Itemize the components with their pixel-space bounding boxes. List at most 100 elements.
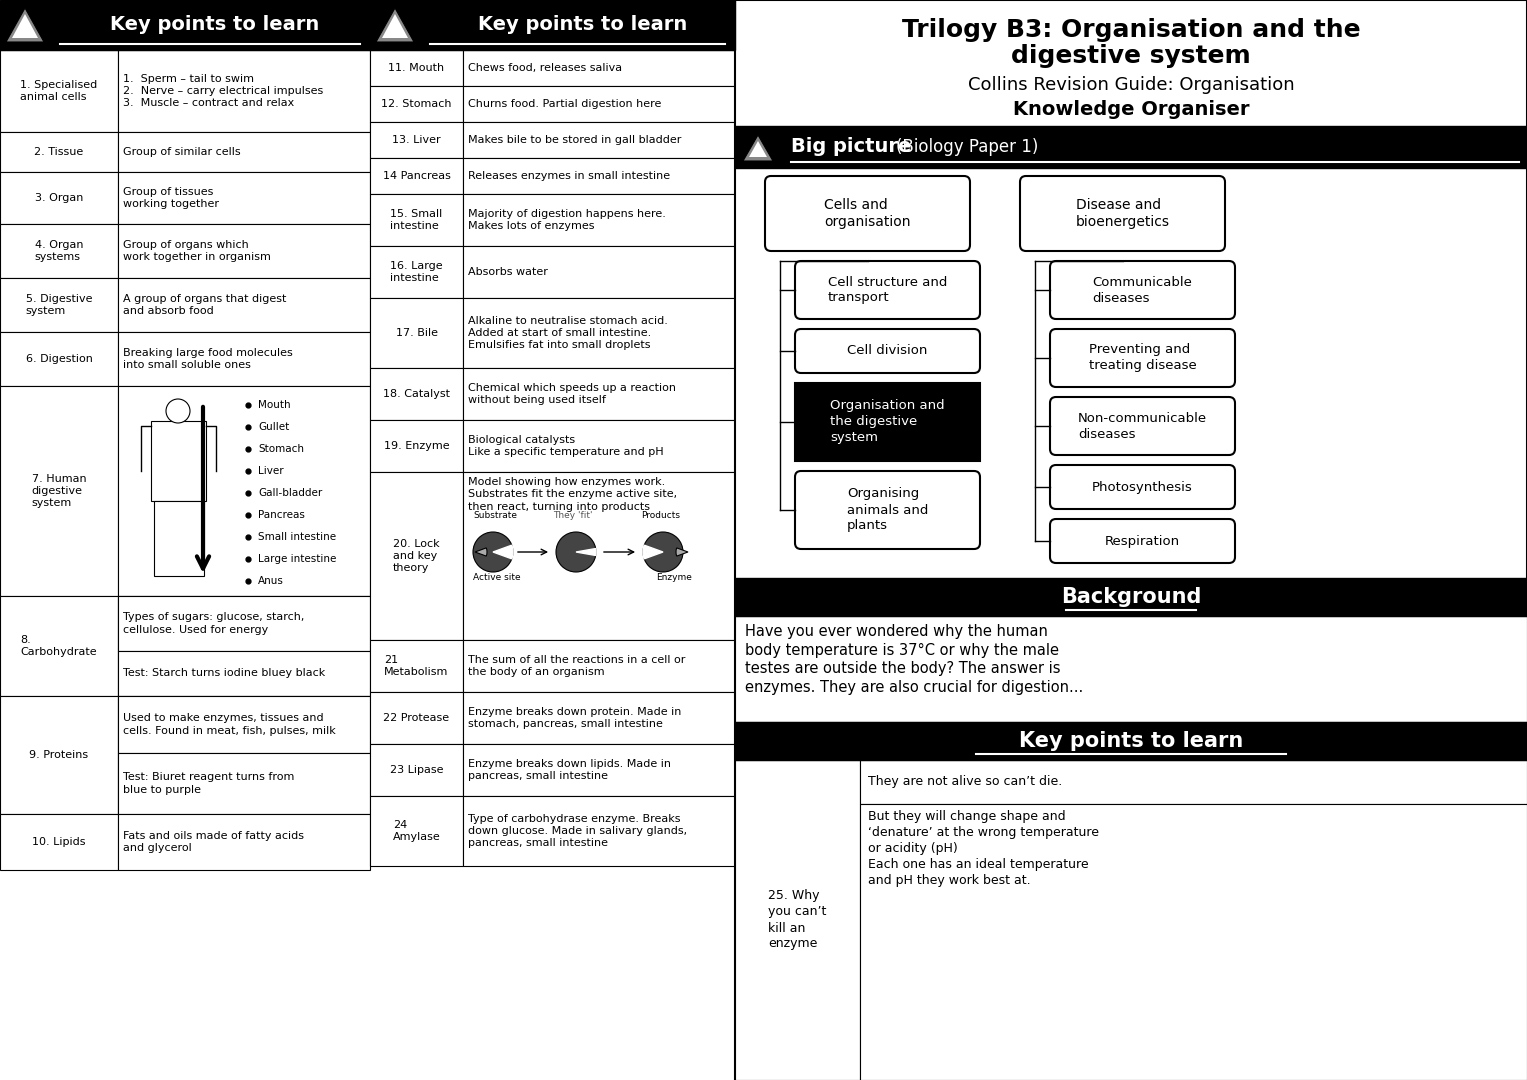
Bar — [370, 0, 734, 50]
Text: Communicable
diseases: Communicable diseases — [1092, 275, 1193, 305]
Text: Fats and oils made of fatty acids
and glycerol: Fats and oils made of fatty acids and gl… — [124, 831, 304, 853]
FancyBboxPatch shape — [796, 261, 980, 319]
Text: Chemical which speeds up a reaction
without being used itself: Chemical which speeds up a reaction with… — [467, 382, 676, 405]
Text: 4. Organ
systems: 4. Organ systems — [35, 240, 84, 262]
FancyBboxPatch shape — [1051, 261, 1235, 319]
Bar — [0, 386, 118, 596]
Bar — [118, 696, 370, 814]
Bar — [463, 194, 734, 246]
Text: Photosynthesis: Photosynthesis — [1092, 481, 1193, 494]
Text: Key points to learn: Key points to learn — [1019, 731, 1243, 751]
Bar — [154, 501, 205, 576]
Bar — [370, 298, 463, 368]
Text: Have you ever wondered why the human
body temperature is 37°C or why the male
te: Have you ever wondered why the human bod… — [745, 624, 1083, 694]
Bar — [0, 172, 118, 224]
Bar — [463, 86, 734, 122]
Bar — [463, 298, 734, 368]
Text: 14 Pancreas: 14 Pancreas — [383, 171, 450, 181]
Text: A group of organs that digest
and absorb food: A group of organs that digest and absorb… — [124, 294, 287, 316]
Text: Key points to learn: Key points to learn — [478, 15, 687, 35]
Bar — [370, 194, 463, 246]
Text: Test: Biuret reagent turns from
blue to purple: Test: Biuret reagent turns from blue to … — [124, 772, 295, 795]
Bar — [118, 172, 370, 224]
Text: Anus: Anus — [258, 576, 284, 586]
Bar — [0, 132, 118, 172]
Text: Stomach: Stomach — [258, 444, 304, 454]
Text: Substrate: Substrate — [473, 511, 518, 519]
Text: Collins Revision Guide: Organisation: Collins Revision Guide: Organisation — [968, 76, 1295, 94]
Text: 1. Specialised
animal cells: 1. Specialised animal cells — [20, 80, 98, 103]
Text: Mouth: Mouth — [258, 400, 290, 410]
Bar — [151, 421, 206, 501]
Bar — [370, 472, 463, 640]
Text: Large intestine: Large intestine — [258, 554, 336, 564]
Bar — [463, 472, 734, 640]
Bar — [796, 383, 980, 461]
Bar — [860, 804, 1527, 1080]
Bar — [463, 640, 734, 692]
Text: Absorbs water: Absorbs water — [467, 267, 548, 276]
Text: 10. Lipids: 10. Lipids — [32, 837, 86, 847]
Bar — [463, 692, 734, 744]
Bar — [118, 753, 370, 814]
Text: 19. Enzyme: 19. Enzyme — [383, 441, 449, 451]
Text: 12. Stomach: 12. Stomach — [382, 99, 452, 109]
Bar — [118, 651, 370, 696]
Bar — [734, 616, 1527, 723]
Bar — [463, 158, 734, 194]
Text: 21
Metabolism: 21 Metabolism — [385, 654, 449, 677]
Text: Active site: Active site — [473, 573, 521, 582]
Text: 20. Lock
and key
theory: 20. Lock and key theory — [392, 539, 440, 573]
Text: 3. Organ: 3. Organ — [35, 193, 82, 203]
Bar — [0, 696, 118, 814]
Text: 25. Why
you can’t
kill an
enzyme: 25. Why you can’t kill an enzyme — [768, 890, 826, 950]
Text: 5. Digestive
system: 5. Digestive system — [26, 294, 92, 316]
Text: Organisation and
the digestive
system: Organisation and the digestive system — [831, 400, 945, 445]
FancyBboxPatch shape — [1051, 519, 1235, 563]
Bar — [463, 796, 734, 866]
Wedge shape — [475, 548, 487, 556]
Bar — [118, 50, 370, 132]
Text: They 'fit': They 'fit' — [553, 511, 592, 519]
FancyBboxPatch shape — [796, 329, 980, 373]
Text: Knowledge Organiser: Knowledge Organiser — [1012, 100, 1249, 119]
FancyBboxPatch shape — [1020, 176, 1225, 251]
Text: Enzyme breaks down lipids. Made in
pancreas, small intestine: Enzyme breaks down lipids. Made in pancr… — [467, 759, 670, 781]
Text: Enzyme breaks down protein. Made in
stomach, pancreas, small intestine: Enzyme breaks down protein. Made in stom… — [467, 706, 681, 729]
Text: The sum of all the reactions in a cell or
the body of an organism: The sum of all the reactions in a cell o… — [467, 654, 686, 677]
Bar — [0, 332, 118, 386]
Text: 6. Digestion: 6. Digestion — [26, 354, 93, 364]
Bar — [370, 420, 463, 472]
Text: 15. Small
intestine: 15. Small intestine — [391, 208, 443, 231]
Bar — [370, 692, 463, 744]
Bar — [734, 760, 860, 1080]
Polygon shape — [6, 8, 44, 42]
Text: 1.  Sperm – tail to swim
2.  Nerve – carry electrical impulses
3.  Muscle – cont: 1. Sperm – tail to swim 2. Nerve – carry… — [124, 73, 324, 108]
Bar — [370, 50, 463, 86]
Bar — [370, 246, 463, 298]
Bar — [860, 760, 1527, 804]
Text: Model showing how enzymes work.
Substrates fit the enzyme active site,
then reac: Model showing how enzymes work. Substrat… — [467, 477, 676, 512]
Polygon shape — [12, 14, 38, 38]
Bar — [463, 50, 734, 86]
Bar — [370, 640, 463, 692]
Text: Enzyme: Enzyme — [657, 573, 692, 582]
Text: 18. Catalyst: 18. Catalyst — [383, 389, 450, 399]
Text: Key points to learn: Key points to learn — [110, 15, 319, 35]
Bar — [118, 278, 370, 332]
Bar — [463, 246, 734, 298]
Bar — [118, 696, 370, 753]
Text: Respiration: Respiration — [1106, 535, 1180, 548]
Text: Pancreas: Pancreas — [258, 510, 305, 519]
Polygon shape — [750, 141, 767, 157]
Bar — [0, 0, 370, 50]
Bar — [463, 420, 734, 472]
Text: (Biology Paper 1): (Biology Paper 1) — [896, 138, 1038, 156]
Text: Cells and
organisation: Cells and organisation — [825, 198, 910, 229]
Text: 17. Bile: 17. Bile — [395, 328, 438, 338]
Text: Group of tissues
working together: Group of tissues working together — [124, 187, 218, 210]
Text: 7. Human
digestive
system: 7. Human digestive system — [32, 474, 87, 509]
Bar — [118, 224, 370, 278]
Text: Biological catalysts
Like a specific temperature and pH: Biological catalysts Like a specific tem… — [467, 435, 664, 457]
Wedge shape — [493, 545, 513, 558]
